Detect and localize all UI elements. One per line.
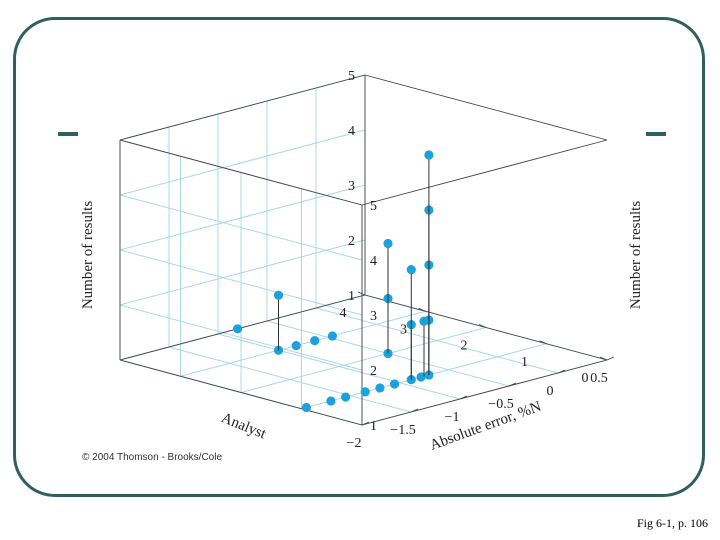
data-point [390, 379, 400, 389]
z-tick-label-right: 5 [370, 199, 377, 214]
wall-grid-line [119, 184, 366, 251]
floor-grid-line [180, 310, 426, 377]
box-edge [119, 359, 363, 426]
data-point [273, 290, 284, 300]
z-axis-label-left: Number of results [80, 201, 96, 309]
y-tick-mark [478, 324, 487, 328]
y-axis-label: Analyst [219, 410, 269, 443]
z-tick-label-right: 3 [370, 309, 377, 324]
x-axis-label: Absolute error, %N [428, 399, 544, 454]
box-edge [361, 139, 608, 206]
wall-grid-line [119, 194, 363, 261]
data-point [291, 340, 301, 351]
data-point [375, 383, 385, 393]
z-tick-label-left: 1 [348, 289, 355, 304]
x-tick-label: −0.5 [488, 397, 513, 412]
left-dash-decoration [58, 132, 78, 136]
copyright-notice: © 2004 Thomson - Brooks/Cole [82, 452, 223, 463]
data-point [406, 265, 416, 275]
box-edge [119, 294, 366, 361]
wall-grid-line [119, 249, 363, 316]
data-marks [233, 150, 434, 413]
z-tick-label-left: 3 [348, 179, 355, 194]
data-point [383, 238, 393, 249]
y-tick-mark [539, 340, 547, 345]
z-tick-label-left: 5 [348, 69, 355, 84]
z-tick-label-right: 1 [370, 419, 377, 434]
x-tick-label: 0.5 [590, 371, 608, 386]
box-edge [119, 139, 363, 206]
box-edge [119, 74, 366, 141]
y-tick-label: 4 [340, 306, 347, 321]
x-tick-mark [557, 369, 566, 374]
data-point [301, 402, 311, 413]
z-tick-label-right: 4 [370, 254, 377, 269]
slide-frame [13, 17, 705, 497]
x-tick-label: 0 [547, 384, 554, 399]
wall-grid-line [119, 304, 363, 371]
x-tick-mark [410, 408, 419, 413]
right-dash-decoration [646, 132, 666, 136]
x-tick-label: −2 [347, 436, 362, 451]
x-tick-mark [508, 382, 517, 387]
y-tick-mark [357, 291, 366, 296]
z-axis-label-right: Number of results [628, 201, 644, 309]
x-tick-label: −1.5 [390, 423, 415, 438]
data-point [233, 324, 243, 334]
box-edge [364, 74, 608, 141]
data-point [424, 150, 434, 160]
y-tick-mark [418, 307, 426, 312]
z-tick-label-right: 2 [370, 364, 377, 379]
data-point [326, 396, 336, 406]
wall-grid-line [119, 239, 366, 306]
data-point [341, 392, 351, 402]
y-tick-label: 0 [582, 371, 589, 386]
z-tick-label-left: 2 [348, 234, 355, 249]
box-edge [361, 359, 608, 426]
y-tick-label: 1 [521, 355, 528, 370]
data-point [419, 316, 429, 326]
floor-grid-line [240, 327, 487, 393]
x-tick-mark [606, 356, 615, 361]
z-tick-label-left: 4 [348, 124, 355, 139]
wall-grid-line [119, 129, 366, 196]
grid-layer [119, 74, 608, 426]
figure-caption: Fig 6-1, p. 106 [636, 516, 708, 530]
data-point [416, 372, 426, 382]
y-tick-label: 2 [461, 339, 468, 354]
x-tick-mark [459, 395, 468, 400]
y-tick-label: 3 [400, 322, 407, 337]
data-point [310, 336, 320, 346]
data-point [360, 387, 370, 397]
data-point [327, 331, 337, 341]
x-tick-label: −1 [445, 410, 460, 425]
y-tick-mark [599, 356, 608, 361]
x-tick-mark [361, 421, 370, 426]
